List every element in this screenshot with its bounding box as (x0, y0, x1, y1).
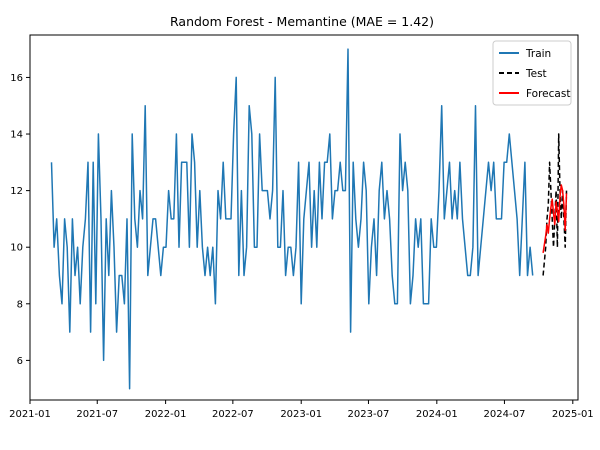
plot-frame (29, 34, 579, 401)
plot-lines (50, 48, 568, 390)
chart-title: Random Forest - Memantine (MAE = 1.42) (170, 14, 434, 29)
legend-box (492, 40, 572, 106)
x-tick-label: 2022-01 (145, 409, 187, 420)
legend: Train Test Forecast (492, 40, 572, 106)
y-tick-label: 8 (17, 299, 23, 310)
x-tick-label: 2023-07 (348, 409, 390, 420)
x-axis-ticks: 2021-01 2021-07 2022-01 2022-07 2023-01 2023-… (9, 400, 594, 420)
y-tick-label: 14 (10, 130, 23, 141)
legend-label-train: Train (525, 48, 551, 60)
y-tick-label: 12 (10, 186, 23, 197)
series-line-forecast (542, 184, 568, 254)
x-tick-label: 2022-07 (212, 409, 254, 420)
x-tick-label: 2021-07 (76, 409, 118, 420)
x-tick-label: 2024-07 (484, 409, 526, 420)
x-tick-label: 2021-01 (9, 409, 51, 420)
series-line-train (50, 48, 534, 390)
y-tick-label: 16 (10, 73, 23, 84)
legend-label-forecast: Forecast (526, 88, 570, 100)
x-tick-label: 2023-01 (280, 409, 322, 420)
y-axis-ticks: 6 8 10 12 14 16 (10, 73, 30, 367)
x-tick-label: 2024-01 (416, 409, 458, 420)
x-tick-label: 2025-01 (552, 409, 594, 420)
legend-label-test: Test (525, 68, 547, 80)
y-tick-label: 6 (17, 356, 23, 367)
y-tick-label: 10 (10, 243, 23, 254)
series-line-test (542, 133, 568, 276)
